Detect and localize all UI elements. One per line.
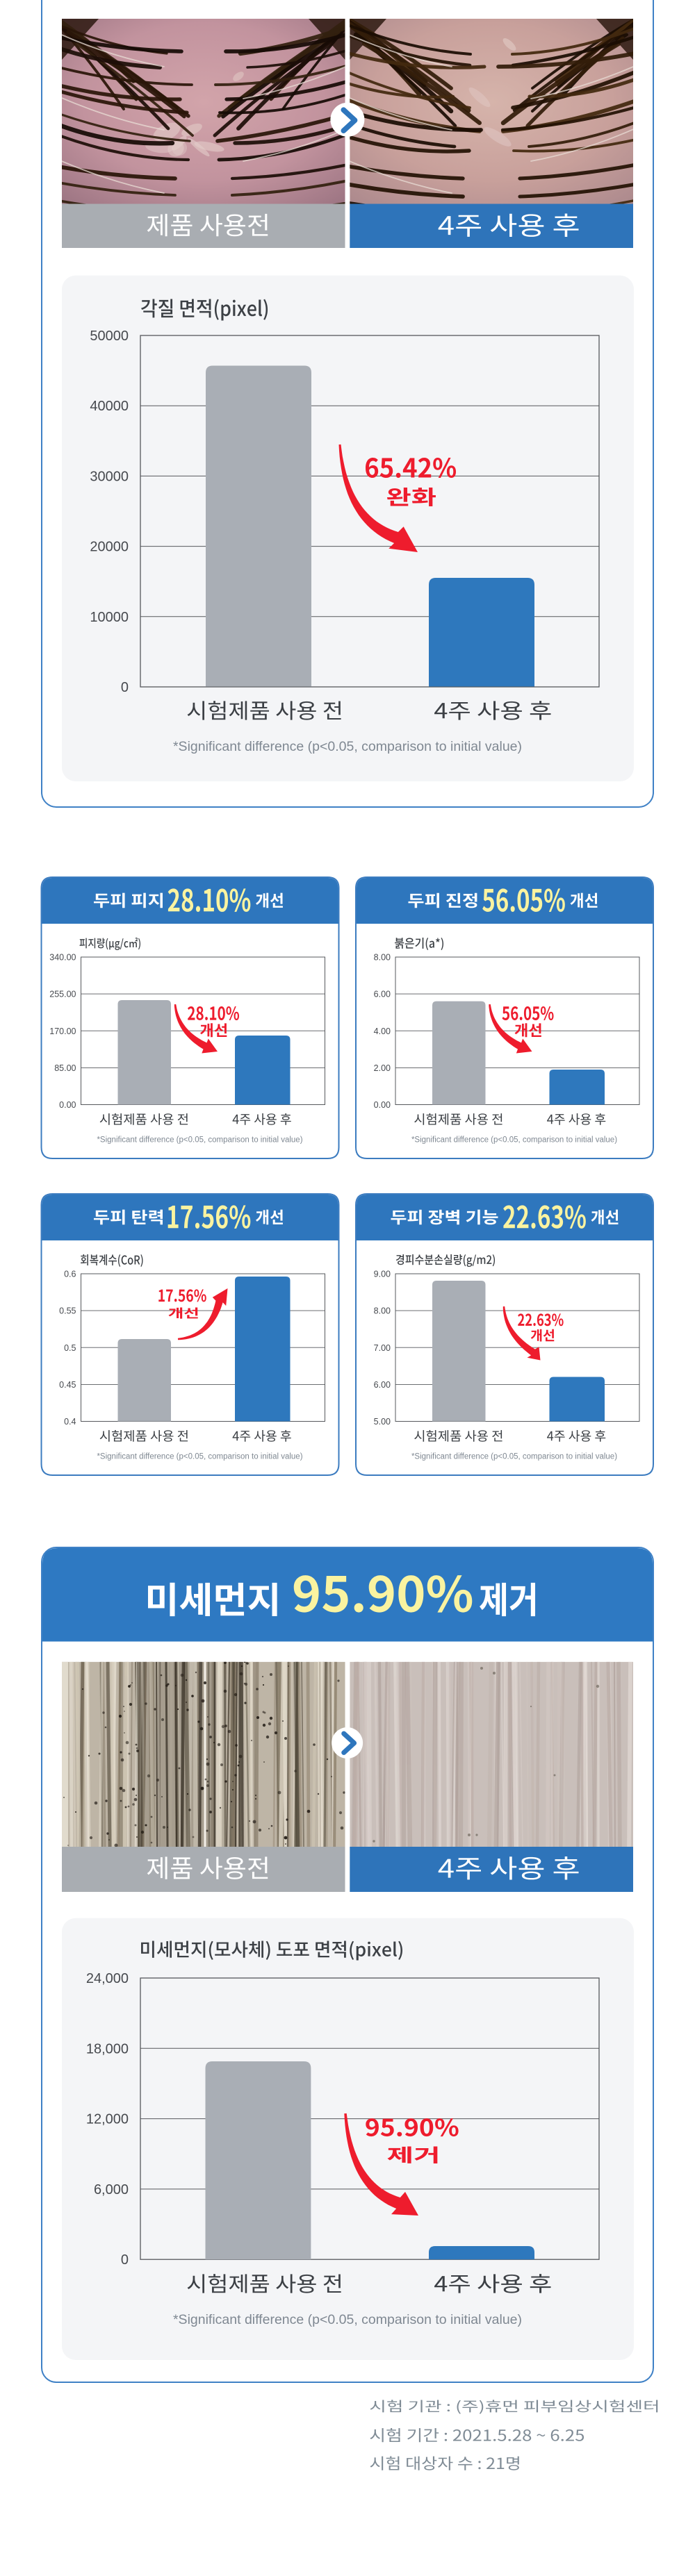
svg-text:0.55: 0.55: [59, 1306, 76, 1316]
svg-text:7.00: 7.00: [374, 1343, 391, 1353]
svg-text:4.00: 4.00: [374, 1027, 391, 1036]
svg-text:30000: 30000: [90, 469, 129, 484]
svg-text:6,000: 6,000: [94, 2182, 129, 2197]
svg-text:0.5: 0.5: [64, 1343, 76, 1353]
svg-text:2.00: 2.00: [374, 1063, 391, 1073]
svg-text:50000: 50000: [90, 329, 129, 344]
svg-text:340.00: 340.00: [49, 953, 76, 963]
svg-text:0.6: 0.6: [64, 1270, 76, 1279]
svg-text:0.00: 0.00: [374, 1100, 391, 1110]
svg-text:*Significant difference (p<0.0: *Significant difference (p<0.05, compari…: [173, 2312, 522, 2327]
svg-text:0.4: 0.4: [64, 1417, 76, 1427]
svg-text:20000: 20000: [90, 540, 129, 555]
svg-text:*Significant difference (p<0.0: *Significant difference (p<0.05, compari…: [97, 1453, 302, 1461]
svg-text:*Significant difference (p<0.0: *Significant difference (p<0.05, compari…: [97, 1136, 302, 1145]
svg-text:255.00: 255.00: [49, 990, 76, 999]
svg-text:170.00: 170.00: [49, 1027, 76, 1036]
svg-text:24,000: 24,000: [86, 1971, 129, 1986]
svg-text:0: 0: [121, 680, 129, 695]
svg-text:0.00: 0.00: [59, 1100, 76, 1110]
svg-text:40000: 40000: [90, 399, 129, 414]
svg-text:6.00: 6.00: [374, 1380, 391, 1390]
svg-text:*Significant difference (p<0.0: *Significant difference (p<0.05, compari…: [411, 1136, 617, 1145]
svg-text:9.00: 9.00: [374, 1270, 391, 1279]
svg-text:12,000: 12,000: [86, 2112, 129, 2127]
svg-text:8.00: 8.00: [374, 953, 391, 963]
svg-text:*Significant difference (p<0.0: *Significant difference (p<0.05, compari…: [173, 739, 522, 754]
svg-text:0.45: 0.45: [59, 1380, 76, 1390]
svg-text:0: 0: [121, 2252, 129, 2268]
svg-text:85.00: 85.00: [54, 1063, 76, 1073]
svg-text:10000: 10000: [90, 610, 129, 625]
svg-text:5.00: 5.00: [374, 1417, 391, 1427]
svg-text:*Significant difference (p<0.0: *Significant difference (p<0.05, compari…: [411, 1453, 617, 1461]
svg-text:18,000: 18,000: [86, 2041, 129, 2056]
svg-text:6.00: 6.00: [374, 990, 391, 999]
svg-text:8.00: 8.00: [374, 1306, 391, 1316]
